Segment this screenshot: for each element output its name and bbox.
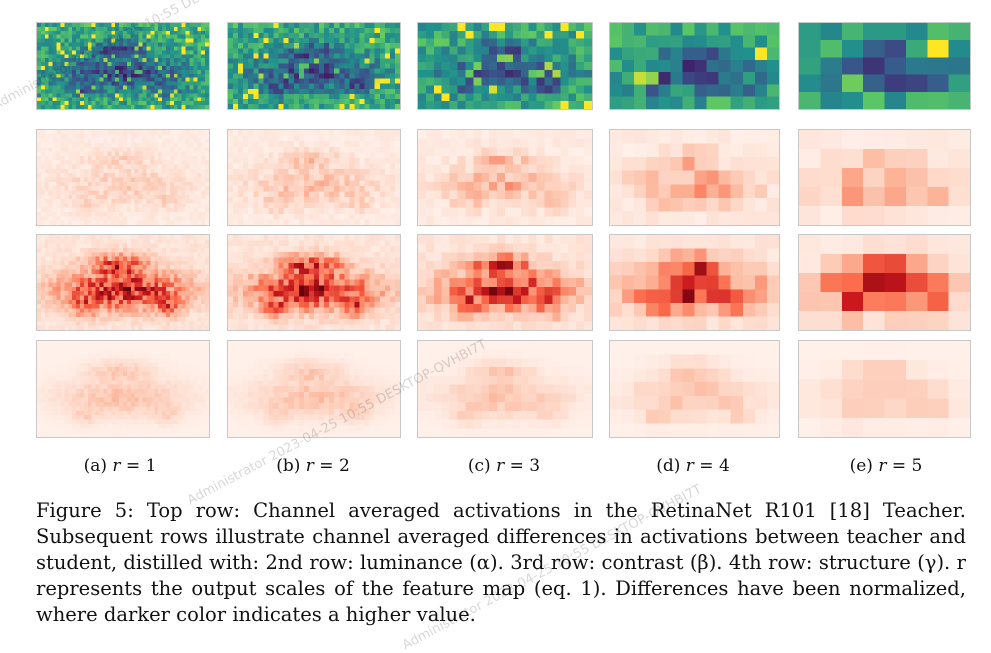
- heatmap-contrast-difference-r3: [417, 234, 593, 331]
- heatmap-contrast-difference-r4: [609, 234, 780, 331]
- heatmap-structure-difference-r3: [417, 340, 593, 438]
- heatmap-teacher-activations-r3: [417, 22, 593, 110]
- heatmap-contrast-difference-r2: [227, 234, 401, 331]
- heatmap-structure-difference-r5: [798, 340, 971, 438]
- heatmap-contrast-difference-r1: [36, 234, 210, 331]
- heatmap-luminance-difference-r4: [609, 129, 780, 226]
- heatmap-teacher-activations-r2: [227, 22, 401, 110]
- subcaption-r4: (d) r = 4: [613, 456, 773, 476]
- heatmap-teacher-activations-r1: [36, 22, 210, 110]
- heatmap-teacher-activations-r5: [798, 22, 971, 110]
- figure-caption: Figure 5: Top row: Channel averaged acti…: [36, 498, 966, 628]
- figure: (a) r = 1 (b) r = 2 (c) r = 3 (d) r = 4 …: [0, 0, 991, 638]
- subcaption-r5: (e) r = 5: [806, 456, 966, 476]
- subcaption-r1: (a) r = 1: [40, 456, 200, 476]
- heatmap-contrast-difference-r5: [798, 234, 971, 331]
- heatmap-luminance-difference-r5: [798, 129, 971, 226]
- heatmap-luminance-difference-r2: [227, 129, 401, 226]
- heatmap-teacher-activations-r4: [609, 22, 780, 110]
- heatmap-structure-difference-r2: [227, 340, 401, 438]
- heatmap-luminance-difference-r3: [417, 129, 593, 226]
- heatmap-structure-difference-r4: [609, 340, 780, 438]
- heatmap-structure-difference-r1: [36, 340, 210, 438]
- heatmap-luminance-difference-r1: [36, 129, 210, 226]
- subcaption-r2: (b) r = 2: [233, 456, 393, 476]
- subcaption-r3: (c) r = 3: [424, 456, 584, 476]
